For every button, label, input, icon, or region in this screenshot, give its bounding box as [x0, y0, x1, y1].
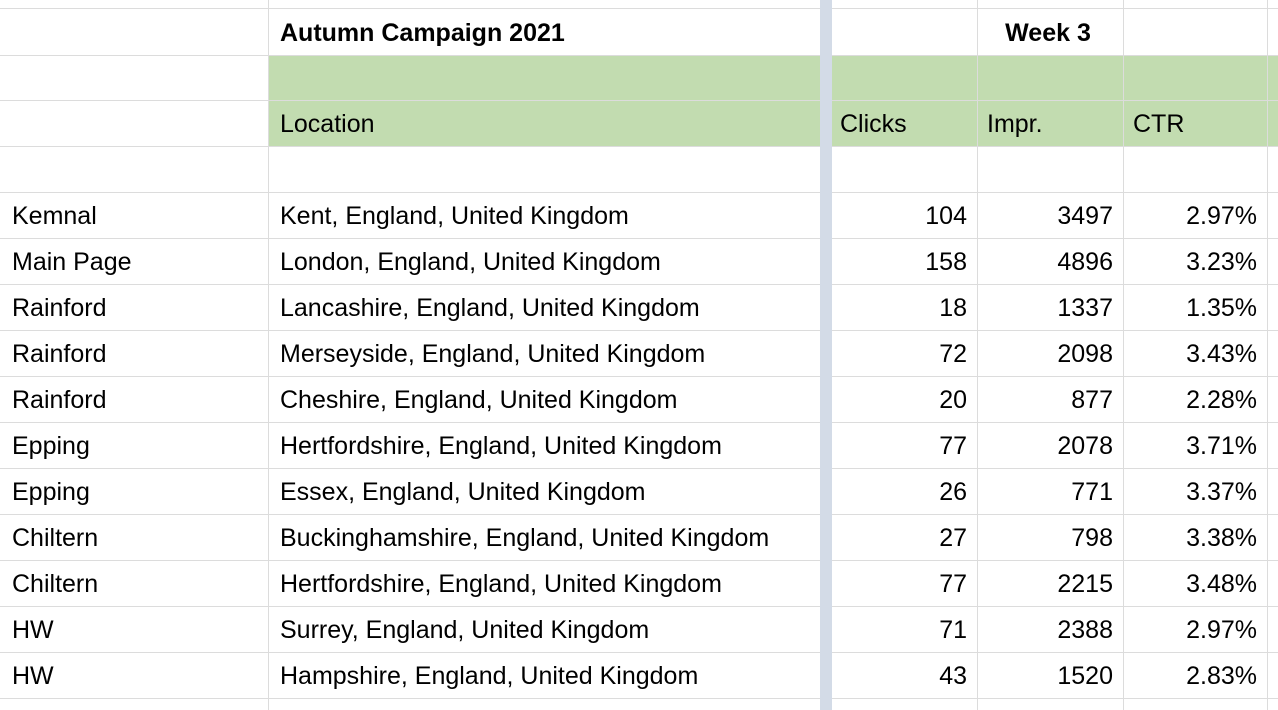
- cell-ctr[interactable]: 2.97%: [1186, 616, 1257, 644]
- cell-location[interactable]: Hertfordshire, England, United Kingdom: [280, 432, 722, 460]
- row-gridline: [0, 514, 1278, 515]
- cell-clicks[interactable]: 77: [939, 432, 967, 460]
- cell-ctr[interactable]: 3.38%: [1186, 524, 1257, 552]
- cell-clicks[interactable]: 77: [939, 570, 967, 598]
- cell-impressions[interactable]: 771: [1071, 478, 1113, 506]
- header-clicks[interactable]: Clicks: [840, 110, 907, 138]
- cell-ctr[interactable]: 3.71%: [1186, 432, 1257, 460]
- cell-ctr[interactable]: 3.43%: [1186, 340, 1257, 368]
- cell-site-name[interactable]: Main Page: [12, 248, 132, 276]
- cell-clicks[interactable]: 20: [939, 386, 967, 414]
- cell-location[interactable]: Lancashire, England, United Kingdom: [280, 294, 700, 322]
- cell-impressions[interactable]: 2078: [1057, 432, 1113, 460]
- cell-ctr[interactable]: 3.23%: [1186, 248, 1257, 276]
- column-gridline: [1123, 0, 1124, 710]
- cell-location[interactable]: Surrey, England, United Kingdom: [280, 616, 650, 644]
- cell-location[interactable]: Merseyside, England, United Kingdom: [280, 340, 706, 368]
- freeze-pane-divider[interactable]: [820, 0, 832, 710]
- row-gridline: [0, 468, 1278, 469]
- cell-location[interactable]: Hampshire, England, United Kingdom: [280, 662, 699, 690]
- row-gridline: [0, 55, 1278, 56]
- cell-site-name[interactable]: Epping: [12, 478, 90, 506]
- cell-location[interactable]: Hertfordshire, England, United Kingdom: [280, 570, 722, 598]
- row-gridline: [0, 376, 1278, 377]
- row-gridline: [0, 652, 1278, 653]
- cell-impressions[interactable]: 798: [1071, 524, 1113, 552]
- row-gridline: [0, 698, 1278, 699]
- cell-ctr[interactable]: 2.83%: [1186, 662, 1257, 690]
- cell-impressions[interactable]: 4896: [1057, 248, 1113, 276]
- cell-site-name[interactable]: HW: [12, 616, 54, 644]
- row-gridline: [0, 146, 1278, 147]
- row-gridline: [0, 238, 1278, 239]
- cell-ctr[interactable]: 3.37%: [1186, 478, 1257, 506]
- cell-location[interactable]: London, England, United Kingdom: [280, 248, 661, 276]
- cell-site-name[interactable]: Chiltern: [12, 524, 99, 552]
- cell-ctr[interactable]: 2.97%: [1186, 202, 1257, 230]
- column-gridline: [1267, 0, 1268, 710]
- cell-clicks[interactable]: 26: [939, 478, 967, 506]
- cell-clicks[interactable]: 43: [939, 662, 967, 690]
- cell-site-name[interactable]: HW: [12, 662, 54, 690]
- cell-impressions[interactable]: 2388: [1057, 616, 1113, 644]
- cell-ctr[interactable]: 2.28%: [1186, 386, 1257, 414]
- cell-site-name[interactable]: Kemnal: [12, 202, 97, 230]
- cell-clicks[interactable]: 18: [939, 294, 967, 322]
- cell-ctr[interactable]: 3.48%: [1186, 570, 1257, 598]
- row-gridline: [0, 560, 1278, 561]
- cell-clicks[interactable]: 27: [939, 524, 967, 552]
- cell-location[interactable]: Kent, England, United Kingdom: [280, 202, 629, 230]
- column-gridline: [977, 0, 978, 710]
- row-gridline: [0, 422, 1278, 423]
- cell-impressions[interactable]: 1520: [1057, 662, 1113, 690]
- header-ctr[interactable]: CTR: [1133, 110, 1185, 138]
- week-label-cell[interactable]: Week 3: [1005, 19, 1091, 47]
- cell-site-name[interactable]: Rainford: [12, 340, 107, 368]
- cell-site-name[interactable]: Rainford: [12, 386, 107, 414]
- cell-clicks[interactable]: 158: [925, 248, 967, 276]
- cell-site-name[interactable]: Rainford: [12, 294, 107, 322]
- cell-ctr[interactable]: 1.35%: [1186, 294, 1257, 322]
- cell-impressions[interactable]: 877: [1071, 386, 1113, 414]
- cell-location[interactable]: Buckinghamshire, England, United Kingdom: [280, 524, 770, 552]
- cell-location[interactable]: Cheshire, England, United Kingdom: [280, 386, 678, 414]
- header-location[interactable]: Location: [280, 110, 375, 138]
- cell-impressions[interactable]: 2215: [1057, 570, 1113, 598]
- row-gridline: [0, 8, 1278, 9]
- cell-clicks[interactable]: 71: [939, 616, 967, 644]
- row-gridline: [0, 100, 1278, 101]
- cell-location[interactable]: Essex, England, United Kingdom: [280, 478, 646, 506]
- header-impr[interactable]: Impr.: [987, 110, 1043, 138]
- cell-site-name[interactable]: Chiltern: [12, 570, 99, 598]
- cell-impressions[interactable]: 3497: [1057, 202, 1113, 230]
- row-gridline: [0, 284, 1278, 285]
- column-gridline: [268, 0, 269, 710]
- cell-impressions[interactable]: 1337: [1057, 294, 1113, 322]
- row-gridline: [0, 606, 1278, 607]
- cell-clicks[interactable]: 104: [925, 202, 967, 230]
- cell-impressions[interactable]: 2098: [1057, 340, 1113, 368]
- campaign-title-cell[interactable]: Autumn Campaign 2021: [280, 19, 565, 47]
- cell-clicks[interactable]: 72: [939, 340, 967, 368]
- row-gridline: [0, 330, 1278, 331]
- cell-site-name[interactable]: Epping: [12, 432, 90, 460]
- row-gridline: [0, 192, 1278, 193]
